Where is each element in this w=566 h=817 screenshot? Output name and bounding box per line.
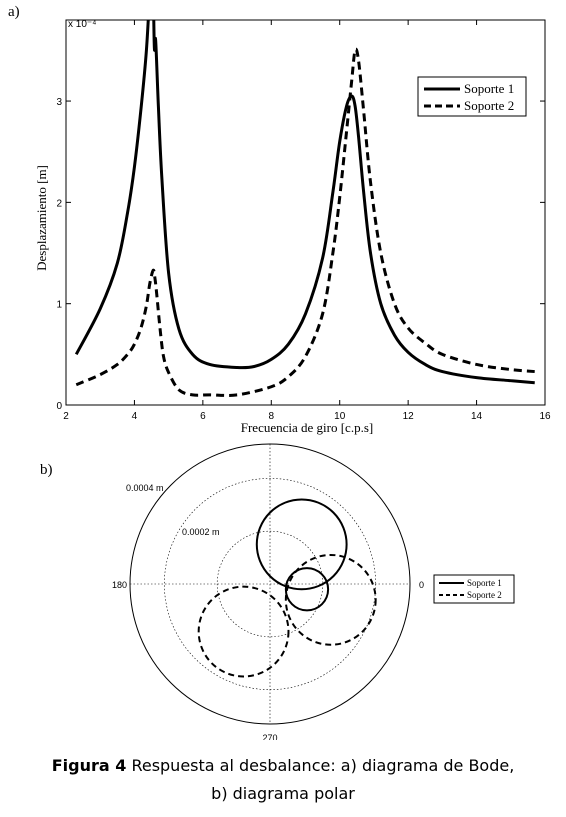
- x-tick-label: 10: [334, 411, 346, 422]
- y-tick-label: 2: [56, 198, 62, 209]
- polar-curve-1-loop-1: [255, 498, 348, 591]
- caption-line-2: b) diagrama polar: [211, 784, 355, 803]
- legend-box: [417, 76, 527, 117]
- x-tick-label: 6: [200, 411, 206, 422]
- figure-caption: Figura 4 Respuesta al desbalance: a) dia…: [0, 752, 566, 808]
- caption-line-1: Figura 4 Respuesta al desbalance: a) dia…: [0, 752, 566, 780]
- legend-label-soporte-2: Soporte 2: [464, 98, 514, 113]
- polar-curve-1-loop-2: [284, 567, 330, 612]
- polar-legend: Soporte 1 Soporte 2: [433, 574, 515, 604]
- x-axis-label: Frecuencia de giro [c.p.s]: [241, 420, 373, 435]
- legend-box: [433, 574, 515, 604]
- panel-b-label: b): [40, 462, 53, 478]
- plot-frame: [65, 19, 546, 406]
- polar-curve-2-loop-2: [197, 585, 290, 678]
- polar-grid: [129, 443, 411, 725]
- y-tick-label: 3: [56, 97, 62, 108]
- series-line-2: [75, 47, 535, 397]
- caption-figure-number: Figura 4: [51, 756, 127, 775]
- angle-label-0: 0: [419, 580, 424, 590]
- series-line-1: [74, 20, 535, 385]
- x-tick-label: 2: [63, 411, 69, 422]
- legend-label-soporte-1: Soporte 1: [464, 81, 514, 96]
- x-tick-label: 12: [403, 411, 415, 422]
- y-axis-label: Desplazamiento [m]: [34, 165, 49, 271]
- legend-label-soporte-2: Soporte 2: [467, 590, 502, 600]
- ring-label-inner: 0.0002 m: [182, 527, 220, 537]
- polar-curves: [197, 498, 377, 678]
- y-tick-label: 0: [56, 401, 62, 412]
- polar-chart: 0.0004 m 0.0002 m 270 180 0 Soporte 1 So…: [112, 443, 515, 740]
- caption-text-1: Respuesta al desbalance: a) diagrama de …: [126, 756, 515, 775]
- y-tick-label: 1: [56, 300, 62, 311]
- polar-curve-2-loop-1: [284, 553, 377, 646]
- angle-label-180: 180: [112, 580, 127, 590]
- angle-label-270: 270: [262, 733, 277, 740]
- panel-a-label: a): [8, 4, 20, 20]
- x-tick-label: 14: [471, 411, 483, 422]
- bode-plot-area: [74, 20, 535, 397]
- x-tick-label: 16: [539, 411, 551, 422]
- x-tick-label: 4: [132, 411, 138, 422]
- y-axis-multiplier: x 10⁻⁴: [68, 19, 96, 30]
- x-tick-label: 8: [269, 411, 275, 422]
- legend-label-soporte-1: Soporte 1: [467, 578, 502, 588]
- bode-legend: Soporte 1 Soporte 2: [417, 76, 527, 117]
- ring-label-outer: 0.0004 m: [126, 483, 164, 493]
